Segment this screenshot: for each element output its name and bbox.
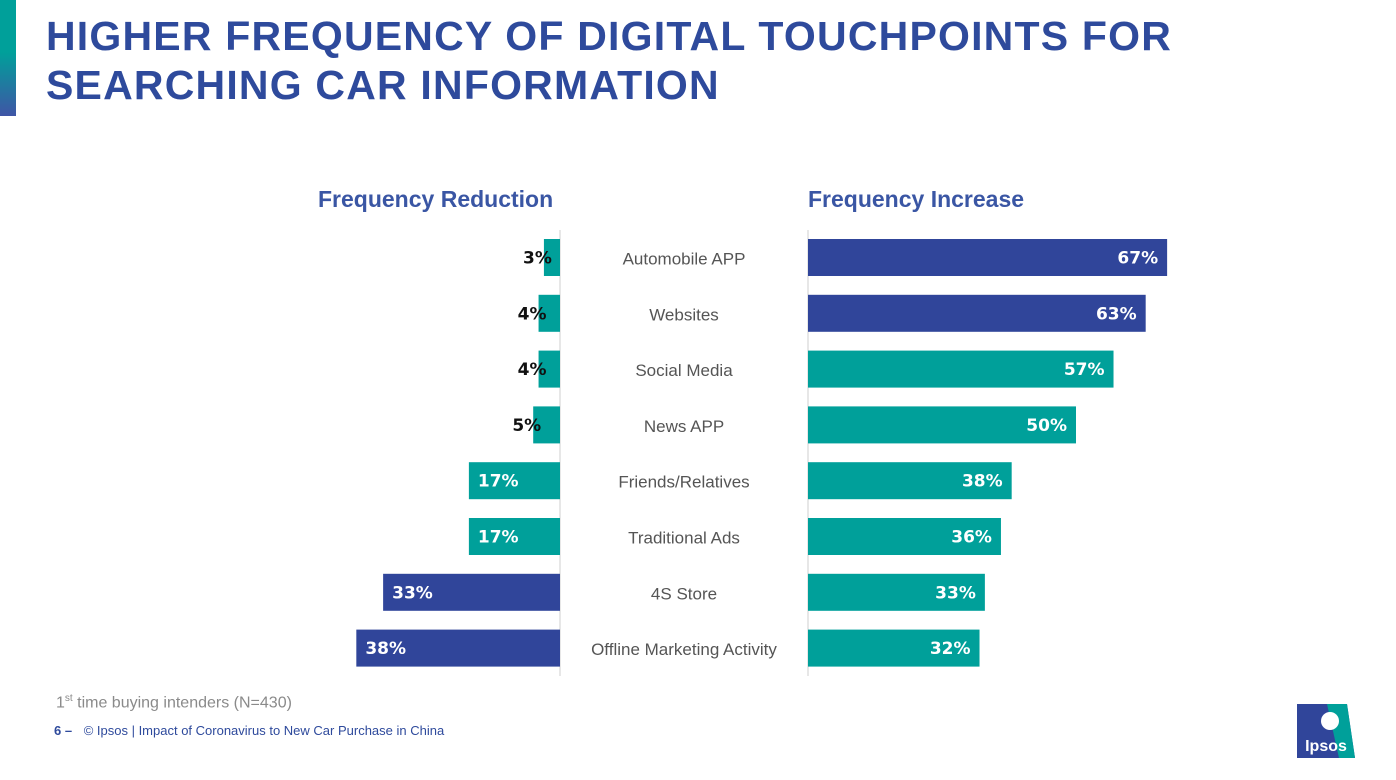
increase-bar <box>808 406 1076 444</box>
logo-head-circle <box>1321 712 1339 730</box>
category-label: Friends/Relatives <box>618 473 749 492</box>
increase-bar <box>808 239 1168 276</box>
reduction-data-label: 38% <box>365 639 406 659</box>
frequency-reduction-heading: Frequency Reduction <box>318 186 554 212</box>
category-label: Offline Marketing Activity <box>591 640 777 659</box>
increase-data-label: 36% <box>951 528 992 548</box>
footer-text: © Ipsos | Impact of Coronavirus to New C… <box>83 723 445 738</box>
logo-text: Ipsos <box>1305 738 1347 755</box>
ipsos-logo: Ipsos <box>1297 704 1355 758</box>
reduction-data-label: 4% <box>518 360 547 380</box>
accent-bar <box>0 0 16 116</box>
increase-data-label: 38% <box>962 472 1003 492</box>
increase-data-label: 33% <box>935 583 976 603</box>
increase-data-label: 57% <box>1064 360 1105 380</box>
reduction-bar <box>468 518 560 555</box>
reduction-data-label: 3% <box>523 249 552 269</box>
category-label: Websites <box>649 305 719 324</box>
reduction-data-label: 17% <box>478 528 519 548</box>
footnote-number: 1 <box>56 694 65 712</box>
title-line-2: SEARCHING CAR INFORMATION <box>46 62 720 108</box>
reduction-bar <box>538 294 560 332</box>
diverging-bar-chart: 3% Automobile APP 67% 4% Websites 63% 4% Social… <box>356 230 1168 676</box>
increase-bar <box>808 518 1001 555</box>
footnote-text: time buying intenders (N=430) <box>72 694 292 712</box>
reduction-bar <box>543 239 560 276</box>
title-line-1: HIGHER FREQUENCY OF DIGITAL TOUCHPOINTS … <box>46 13 1173 59</box>
frequency-increase-heading: Frequency Increase <box>808 186 1025 212</box>
reduction-bar <box>383 573 560 611</box>
reduction-data-label: 5% <box>512 416 541 436</box>
footer: 6 – © Ipsos | Impact of Coronavirus to N… <box>54 723 444 738</box>
footnote: 1st time buying intenders (N=430) <box>56 693 292 712</box>
reduction-data-label: 17% <box>478 472 519 492</box>
category-label: Automobile APP <box>623 250 746 269</box>
increase-data-label: 67% <box>1117 249 1158 269</box>
category-label: News APP <box>644 417 724 436</box>
increase-bar <box>808 629 980 667</box>
category-label: 4S Store <box>651 584 717 603</box>
increase-data-label: 63% <box>1096 304 1137 324</box>
page-title: HIGHER FREQUENCY OF DIGITAL TOUCHPOINTS … <box>46 12 1172 110</box>
increase-data-label: 32% <box>930 639 971 659</box>
reduction-data-label: 33% <box>392 583 433 603</box>
category-label: Social Media <box>635 361 733 380</box>
footnote-superscript: st <box>64 693 73 704</box>
increase-bar <box>808 294 1146 332</box>
reduction-bar <box>538 350 560 388</box>
increase-bar <box>808 462 1012 500</box>
reduction-bar <box>356 629 560 667</box>
increase-bar <box>808 350 1114 388</box>
reduction-bar <box>533 406 560 444</box>
reduction-data-label: 4% <box>518 304 547 324</box>
category-label: Traditional Ads <box>628 529 740 548</box>
increase-data-label: 50% <box>1026 416 1067 436</box>
increase-bar <box>808 573 985 611</box>
page-number: 6 – <box>54 723 73 738</box>
reduction-bar <box>468 462 560 500</box>
